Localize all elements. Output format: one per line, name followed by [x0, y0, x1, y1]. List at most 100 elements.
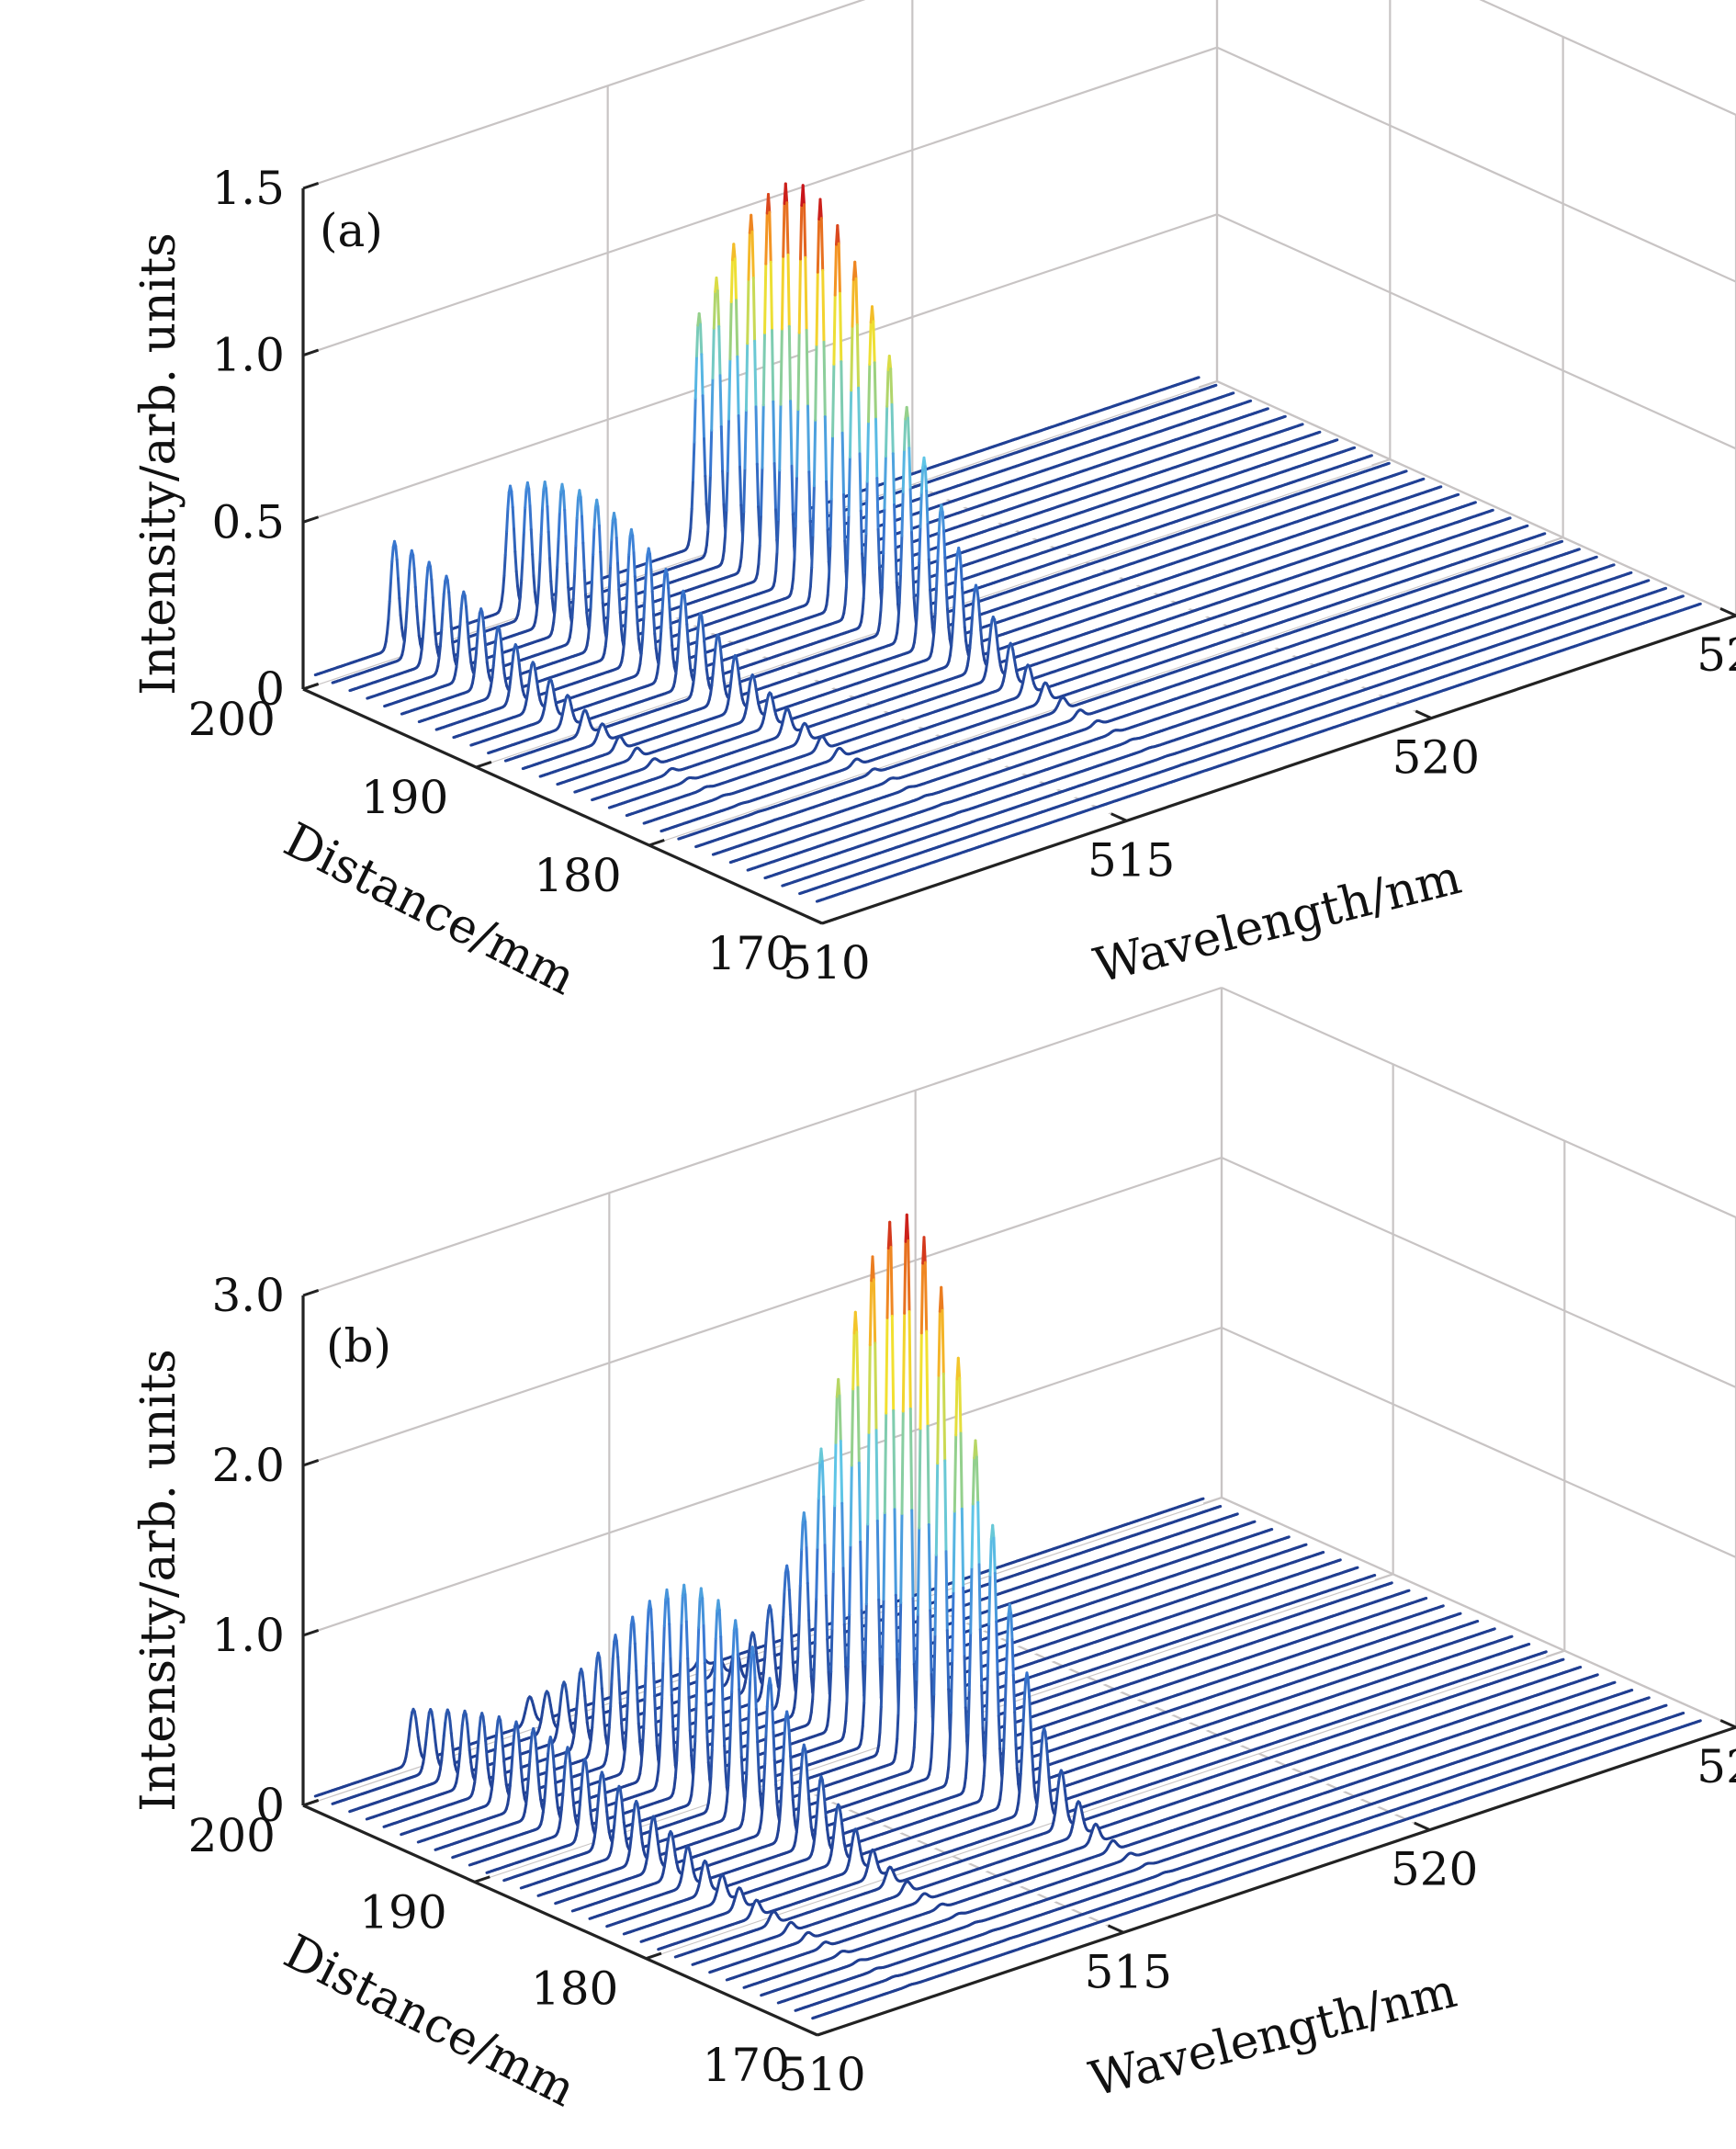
trace-segment	[483, 634, 488, 652]
trace-segment	[433, 615, 437, 634]
trace-segment	[780, 254, 785, 331]
trace-segment	[726, 417, 730, 473]
trace-segment	[535, 583, 541, 605]
trace-segment	[570, 597, 575, 619]
trace-segment	[581, 541, 586, 572]
trace-segment	[695, 323, 700, 357]
trace-segment	[772, 400, 776, 465]
trace-segment	[715, 277, 719, 292]
trace-segment	[399, 614, 403, 629]
trace-segment	[704, 474, 708, 506]
trace-segment	[490, 664, 495, 679]
trace-segment	[413, 585, 419, 608]
trace-segment	[742, 467, 747, 514]
trace-segment	[434, 630, 438, 646]
trace-segment	[753, 339, 758, 409]
trace-segment	[794, 474, 798, 528]
trace-segment	[614, 518, 618, 539]
trace-segment	[697, 311, 702, 326]
trace-segment	[408, 554, 412, 572]
trace-segment	[605, 615, 610, 636]
trace-segment	[701, 394, 705, 440]
side-wall-grid-intensity	[1479, 0, 1736, 117]
trace-segment	[767, 193, 772, 214]
trace-segment	[569, 616, 574, 632]
trace-segment	[607, 564, 613, 594]
trace-segment	[760, 466, 764, 516]
trace-segment	[618, 611, 623, 631]
trace-segment	[538, 533, 543, 563]
trace-segment	[772, 462, 777, 512]
trace-segment	[394, 545, 399, 561]
trace-segment	[457, 623, 462, 643]
trace-segment	[754, 405, 759, 466]
trace-segment	[513, 527, 517, 553]
back-wall-grid-intensity	[302, 213, 1218, 524]
trace-segment	[506, 491, 511, 511]
trace-segment	[757, 544, 761, 566]
trace-segment	[614, 537, 619, 565]
trace-segment	[790, 577, 795, 591]
trace-segment	[463, 594, 468, 608]
trace-segment	[465, 605, 469, 624]
trace-segment	[778, 402, 783, 472]
trace-segment	[502, 553, 507, 577]
trace-segment	[514, 570, 519, 588]
trace-segment	[610, 519, 614, 541]
trace-segment	[505, 507, 510, 533]
trace-segment	[585, 611, 590, 626]
floor-grid-distance	[475, 458, 1391, 769]
trace-segment	[782, 202, 786, 258]
trace-segment	[775, 517, 780, 554]
trace-segment	[571, 572, 577, 601]
trace-segment	[493, 638, 498, 654]
trace-segment	[710, 377, 715, 432]
trace-segment	[616, 561, 621, 592]
trace-segment	[448, 607, 453, 628]
panel-a-traces	[313, 182, 1702, 911]
trace-segment	[415, 605, 420, 625]
trace-segment	[518, 578, 524, 599]
trace-segment	[606, 591, 611, 618]
trace-segment	[732, 243, 737, 261]
trace-segment	[458, 606, 463, 627]
trace-segment	[441, 593, 445, 614]
trace-segment	[445, 579, 451, 594]
back-wall-grid-intensity	[302, 0, 866, 190]
trace-segment	[718, 374, 723, 428]
trace-segment	[386, 617, 390, 635]
trace-segment	[547, 530, 551, 560]
trace-segment	[442, 580, 447, 596]
trace-segment	[771, 329, 775, 403]
trace-segment	[440, 610, 445, 632]
trace-segment	[599, 550, 603, 582]
panel-a-chart: 51051552052517018019020000.51.01.5 (a) I…	[131, 0, 1736, 1006]
trace-segment	[558, 490, 563, 514]
trace-segment	[805, 328, 809, 408]
trace-segment	[716, 289, 721, 328]
trace-segment	[721, 469, 726, 506]
trace-segment	[574, 516, 579, 548]
trace-segment	[746, 277, 750, 345]
trace-segment	[564, 535, 569, 566]
trace-segment	[776, 469, 782, 521]
trace-segment	[521, 530, 525, 560]
side-wall-grid-intensity	[1216, 46, 1736, 283]
trace-segment	[431, 595, 435, 618]
trace-segment	[485, 661, 490, 673]
trace-segment	[467, 637, 471, 654]
trace-segment	[502, 573, 506, 593]
trace-segment	[510, 490, 514, 509]
trace-segment	[592, 526, 596, 556]
trace-segment	[758, 513, 762, 548]
trace-segment	[733, 257, 738, 302]
trace-segment	[740, 510, 746, 542]
trace-segment	[581, 515, 585, 545]
trace-segment	[783, 182, 789, 205]
trace-segment	[548, 557, 553, 583]
trace-segment	[787, 324, 793, 403]
trace-segment	[503, 530, 509, 557]
trace-segment	[502, 661, 506, 675]
trace-segment	[406, 569, 411, 592]
